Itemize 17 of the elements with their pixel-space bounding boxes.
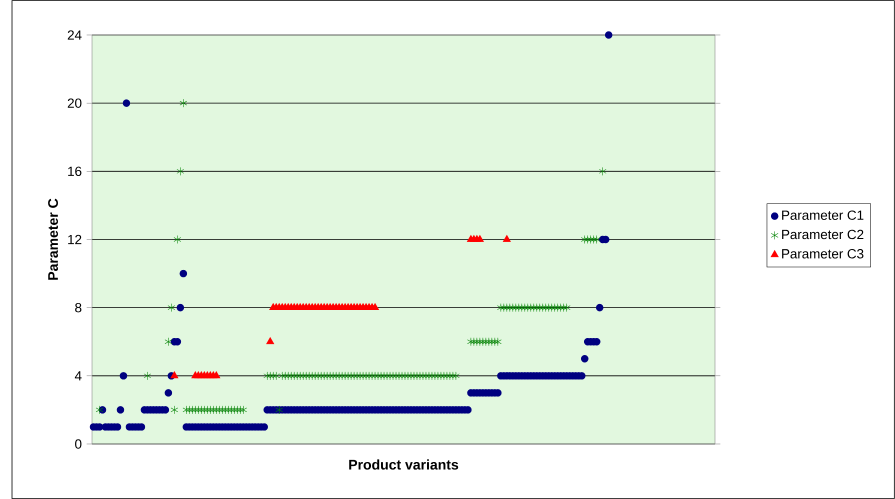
point [266, 337, 274, 344]
y-axis-title: Parameter C [48, 198, 58, 280]
y-tick-label: 0 [75, 439, 82, 449]
point [170, 371, 178, 378]
point [476, 234, 484, 242]
legend-label: Parameter C3 [782, 249, 864, 258]
y-tick-label: 16 [68, 166, 82, 176]
y-tick-label: 4 [74, 371, 82, 380]
y-tick-label: 8 [75, 302, 82, 312]
x-axis-title: Product variants [349, 459, 458, 470]
y-tick-label: 12 [68, 234, 82, 244]
point [212, 371, 220, 378]
y-tick-label: 20 [68, 98, 82, 108]
y-tick-label: 24 [68, 30, 82, 40]
legend-label: Parameter C1 [782, 210, 864, 220]
point [502, 234, 511, 242]
legend-label: Parameter C2 [782, 230, 864, 240]
